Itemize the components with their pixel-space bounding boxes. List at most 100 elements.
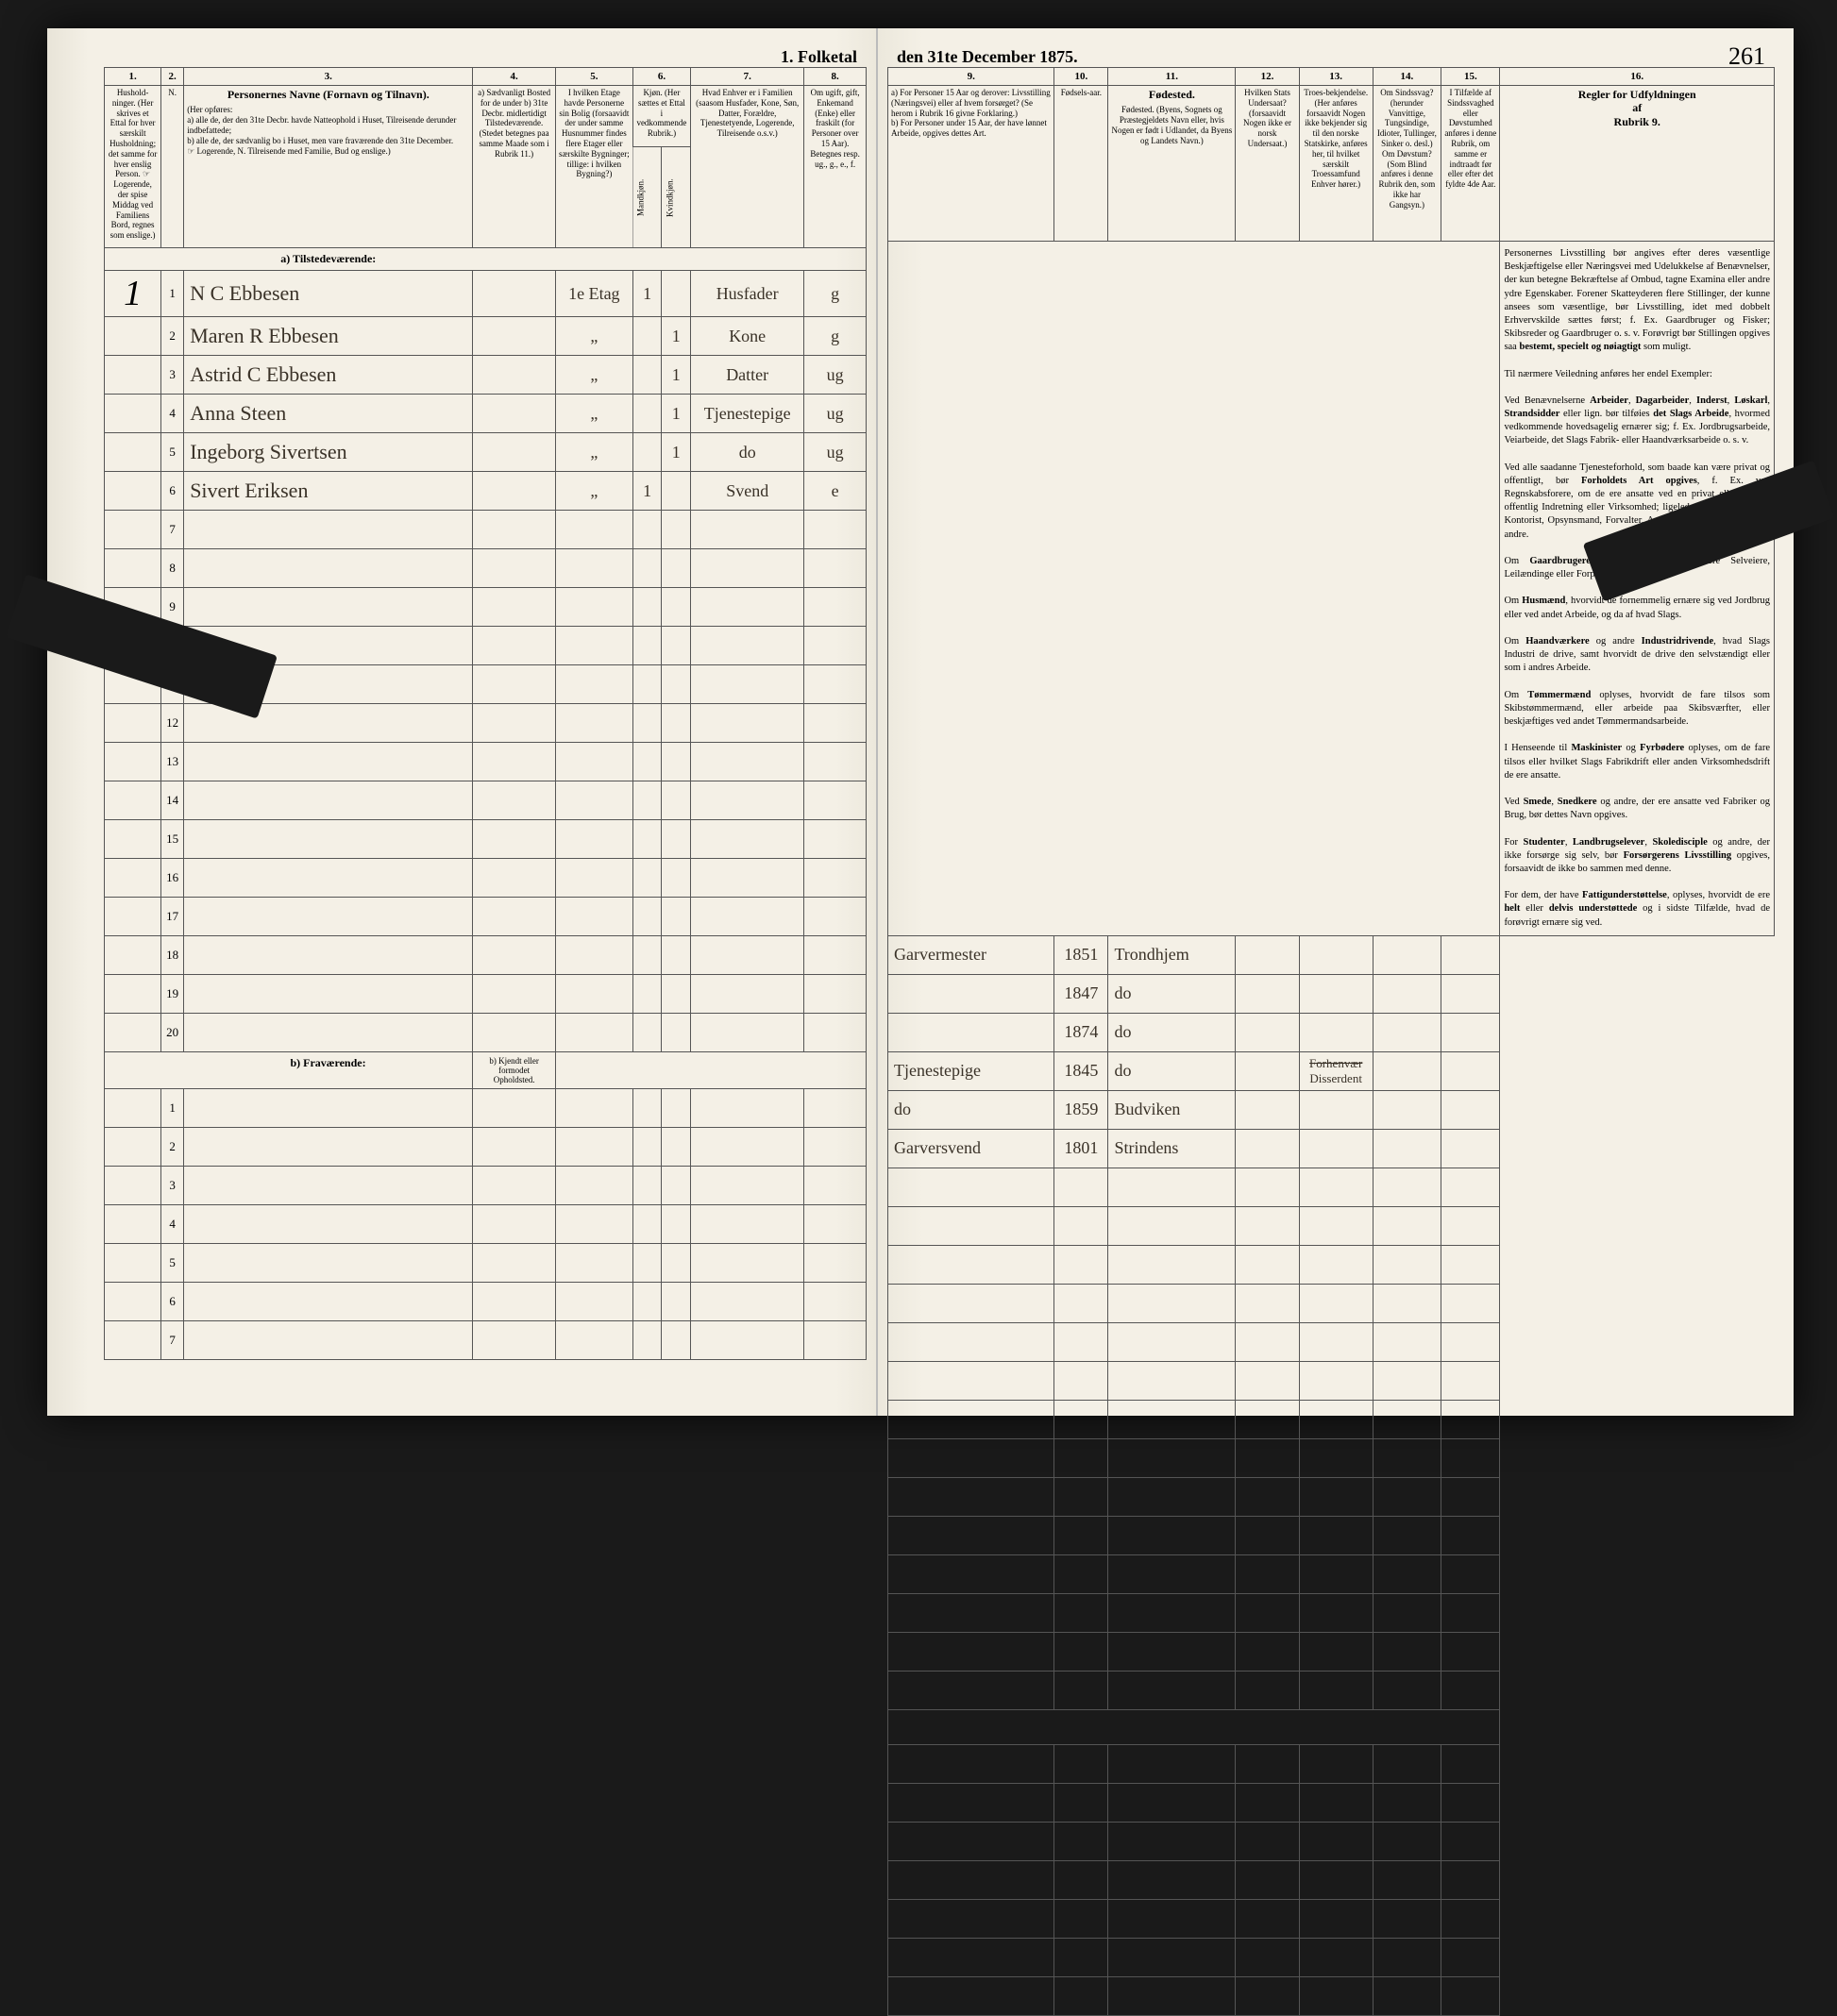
cell-c4: [473, 395, 555, 433]
cell-c6a: 1: [632, 472, 662, 511]
empty-row: [888, 1899, 1775, 1938]
empty-cell: [632, 588, 662, 627]
empty-cell: [1236, 1477, 1299, 1516]
empty-row: [888, 1822, 1775, 1860]
empty-cell: [662, 859, 691, 898]
empty-cell: [473, 1089, 555, 1128]
empty-cell: [632, 1014, 662, 1052]
col-num-row: 1. 2. 3. 4. 5. 6. 7. 8.: [105, 68, 867, 86]
cell-c7: do: [691, 433, 804, 472]
empty-cell: [1236, 1361, 1299, 1400]
empty-cell: [1054, 1400, 1108, 1438]
cell-c14: [1373, 1129, 1441, 1168]
empty-row: [888, 1593, 1775, 1632]
empty-cell: [662, 743, 691, 781]
empty-cell: [1441, 1554, 1500, 1593]
empty-cell: [555, 511, 632, 549]
empty-cell: [1373, 1860, 1441, 1899]
empty-cell: [105, 549, 161, 588]
cell-c13: [1299, 1090, 1373, 1129]
empty-cell: [632, 549, 662, 588]
empty-cell: [105, 1014, 161, 1052]
empty-cell: [1299, 1899, 1373, 1938]
person-name: N C Ebbesen: [184, 271, 473, 317]
row-num: 14: [161, 781, 184, 820]
cell-c7: Tjenestepige: [691, 395, 804, 433]
empty-row: [888, 1400, 1775, 1438]
empty-cell: [184, 704, 473, 743]
empty-cell: [662, 1283, 691, 1321]
cell-c8: g: [804, 271, 867, 317]
empty-cell: [105, 1167, 161, 1205]
empty-cell: [888, 1516, 1054, 1554]
cell-c12: [1236, 1051, 1299, 1090]
empty-cell: [1236, 1976, 1299, 2015]
empty-cell: [1108, 1671, 1236, 1709]
coln-4: 4.: [473, 68, 555, 86]
empty-cell: [1236, 1438, 1299, 1477]
empty-cell: [1441, 1632, 1500, 1671]
empty-cell: [1236, 1744, 1299, 1783]
cell-c6b: 1: [662, 317, 691, 356]
empty-cell: [691, 1321, 804, 1360]
coln-1: 1.: [105, 68, 161, 86]
empty-cell: [632, 1128, 662, 1167]
empty-cell: [662, 820, 691, 859]
empty-cell: [804, 704, 867, 743]
cell-c5: 1e Etag: [555, 271, 632, 317]
empty-cell: [888, 1671, 1054, 1709]
row-num: 18: [161, 936, 184, 975]
empty-cell: [804, 743, 867, 781]
empty-cell: [1108, 1860, 1236, 1899]
empty-cell: [804, 1167, 867, 1205]
empty-cell: [1108, 1284, 1236, 1322]
empty-cell: [1299, 1783, 1373, 1822]
hdr-c14: Om Sindssvag? (herunder Vanvittige, Tung…: [1373, 86, 1441, 242]
empty-cell: [1054, 1361, 1108, 1400]
empty-cell: [804, 1089, 867, 1128]
hdr-c15: I Tilfælde af Sindssvaghed eller Døvstum…: [1441, 86, 1500, 242]
empty-cell: [662, 511, 691, 549]
empty-cell: [691, 743, 804, 781]
cell-c13: [1299, 1129, 1373, 1168]
empty-cell: [555, 859, 632, 898]
empty-cell: [1373, 1899, 1441, 1938]
empty-cell: [555, 588, 632, 627]
cell-c10: 1847: [1054, 974, 1108, 1013]
cell-c6b: [662, 271, 691, 317]
empty-cell: [105, 1205, 161, 1244]
empty-cell: [1054, 1322, 1108, 1361]
cell-c4: [473, 317, 555, 356]
empty-row: 14: [105, 781, 867, 820]
empty-cell: [1373, 1245, 1441, 1284]
empty-cell: [473, 975, 555, 1014]
empty-row: 12: [105, 704, 867, 743]
cell-c6a: [632, 317, 662, 356]
empty-row: [888, 1284, 1775, 1322]
empty-cell: [662, 549, 691, 588]
row-num: 7: [161, 1321, 184, 1360]
empty-cell: [105, 975, 161, 1014]
empty-cell: [555, 898, 632, 936]
empty-cell: [1236, 1783, 1299, 1822]
row-num: 17: [161, 898, 184, 936]
empty-cell: [691, 859, 804, 898]
row-num: 15: [161, 820, 184, 859]
empty-cell: [632, 975, 662, 1014]
row-num: 8: [161, 549, 184, 588]
empty-cell: [1441, 1899, 1500, 1938]
empty-cell: [184, 1205, 473, 1244]
person-name: Ingeborg Sivertsen: [184, 433, 473, 472]
empty-cell: [555, 1283, 632, 1321]
coln-5: 5.: [555, 68, 632, 86]
empty-cell: [888, 1322, 1054, 1361]
empty-cell: [184, 975, 473, 1014]
empty-cell: [1373, 1671, 1441, 1709]
empty-cell: [1236, 1632, 1299, 1671]
row-num: 3: [161, 1167, 184, 1205]
coln-6: 6.: [632, 68, 690, 86]
hdr-c5: I hvilken Etage havde Personerne sin Bol…: [555, 86, 632, 248]
empty-cell: [1108, 1822, 1236, 1860]
empty-cell: [473, 1014, 555, 1052]
empty-cell: [184, 1283, 473, 1321]
